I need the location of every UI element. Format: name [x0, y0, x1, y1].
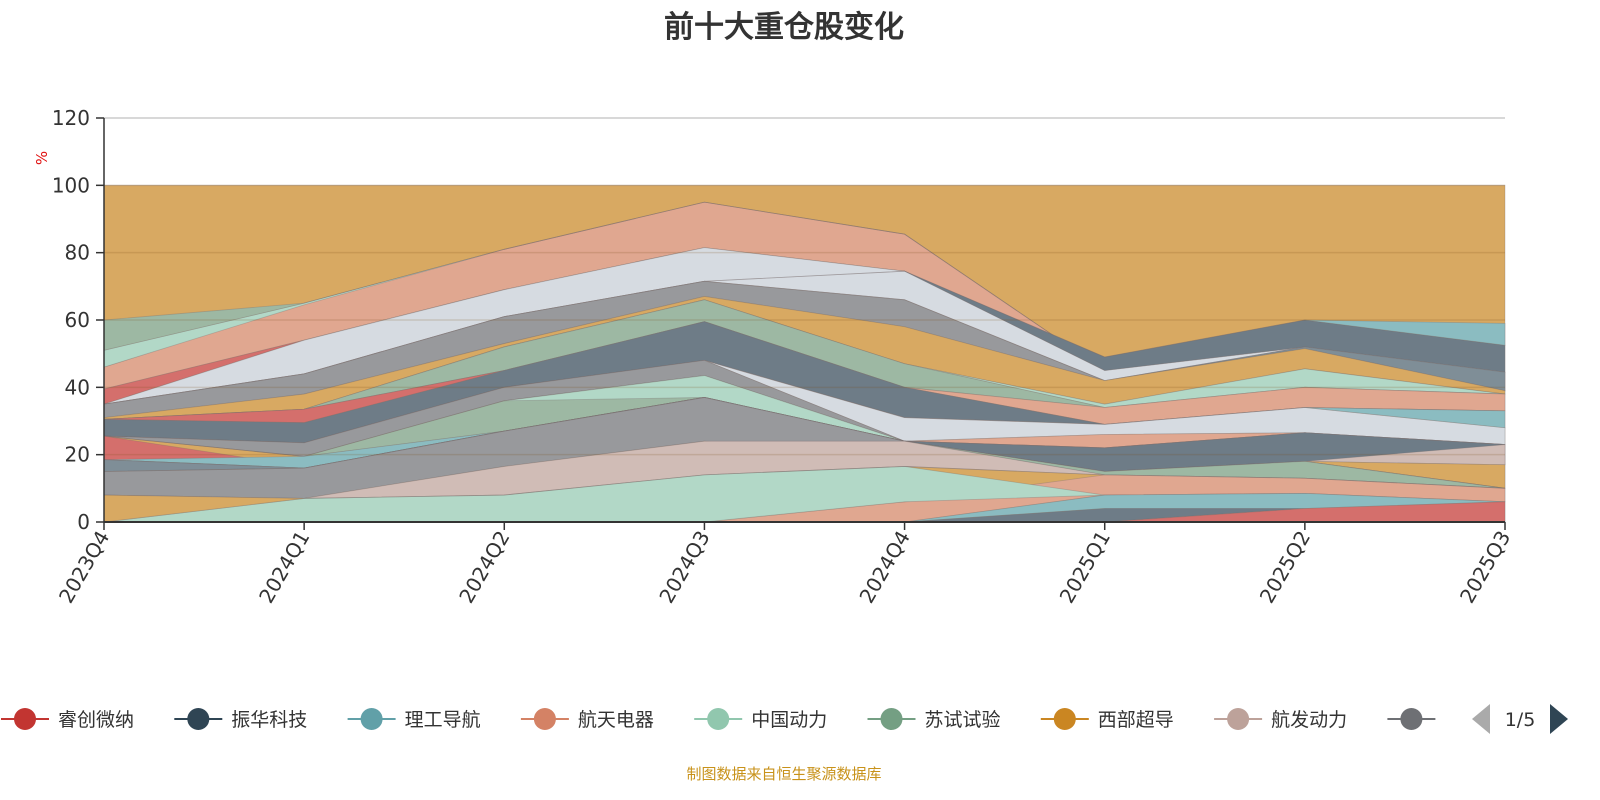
x-axis: 2023Q4 2024Q1 2024Q2 2024Q3 2024Q4 2025Q1 2025… [54, 521, 1515, 608]
x-tick-label: 2025Q2 [1255, 527, 1315, 608]
area-band-33 [103, 466, 1506, 523]
y-tick-label: 60 [65, 308, 90, 332]
y-tick-label: 0 [77, 510, 90, 534]
legend-label: 振华科技 [231, 709, 307, 731]
y-tick-label: 120 [52, 106, 90, 130]
legend-marker-icon [1227, 708, 1250, 730]
legend-item[interactable]: 航天电器 [520, 708, 654, 731]
legend-label: 睿创微纳 [58, 709, 134, 731]
y-axis-unit-label: % [33, 151, 51, 165]
legend-item[interactable]: 振华科技 [174, 708, 307, 731]
legend-marker-icon [533, 708, 556, 730]
legend-item[interactable]: 理工导航 [347, 708, 481, 731]
legend-prev-page-icon[interactable] [1472, 704, 1490, 734]
legend-marker-icon [360, 708, 383, 730]
area-band-26 [103, 397, 1506, 489]
legend-marker-icon [14, 708, 36, 730]
grid-lines [104, 117, 1505, 456]
x-tick-label: 2024Q1 [254, 527, 314, 608]
data-source-note: 制图数据来自恒生聚源数据库 [686, 765, 881, 783]
legend-label: 航天电器 [578, 709, 654, 731]
area-layers [103, 184, 1506, 523]
x-tick-label: 2025Q1 [1055, 527, 1115, 608]
legend-item[interactable]: 睿创微纳 [1, 708, 134, 731]
x-tick-label: 2025Q3 [1455, 527, 1515, 608]
y-tick-label: 40 [65, 375, 90, 399]
area-band-7 [103, 270, 1506, 405]
x-tick-label: 2024Q3 [654, 527, 714, 608]
legend-label: 中国动力 [751, 709, 827, 731]
area-band-16 [103, 359, 1506, 445]
legend-label: 西部超导 [1098, 709, 1174, 731]
area-band-29 [103, 397, 1506, 489]
area-band-15 [103, 321, 1506, 444]
legend-page-indicator: 1/5 [1505, 709, 1536, 731]
legend: 睿创微纳 振华科技 理工导航 航天电器 中国动力 苏试试验 西部超导 航发动力 [1, 708, 1436, 731]
legend-pager: 1/5 [1472, 704, 1568, 734]
legend-label: 苏试试验 [925, 709, 1001, 731]
legend-item[interactable]: 西部超导 [1040, 708, 1174, 731]
area-band-27 [103, 397, 1506, 489]
x-tick-label: 2024Q2 [454, 527, 514, 608]
y-tick-label: 20 [65, 443, 90, 467]
legend-marker-icon [880, 708, 903, 730]
legend-item[interactable]: 苏试试验 [867, 708, 1001, 731]
area-band-6 [103, 270, 1506, 405]
area-band-17 [103, 359, 1506, 444]
area-band-9 [103, 280, 1506, 405]
y-axis: 0 20 40 60 80 100 120 [52, 106, 105, 534]
area-band-13 [103, 321, 1506, 425]
y-tick-label: 80 [65, 241, 90, 265]
legend-label: 理工导航 [405, 709, 481, 731]
legend-item[interactable]: 中国动力 [694, 708, 827, 731]
legend-marker-icon [1400, 708, 1423, 730]
legend-item[interactable] [1387, 708, 1436, 730]
chart-title: 前十大重仓股变化 [664, 10, 904, 45]
legend-marker-icon [187, 708, 210, 730]
x-tick-label: 2023Q4 [54, 527, 114, 608]
x-tick-label: 2024Q4 [854, 527, 914, 608]
area-band-25 [103, 397, 1506, 472]
legend-item[interactable]: 航发动力 [1214, 708, 1347, 731]
legend-label: 航发动力 [1271, 709, 1347, 731]
legend-marker-icon [707, 708, 730, 730]
y-tick-label: 100 [52, 173, 90, 197]
legend-next-page-icon[interactable] [1550, 704, 1568, 734]
legend-marker-icon [1053, 708, 1076, 730]
